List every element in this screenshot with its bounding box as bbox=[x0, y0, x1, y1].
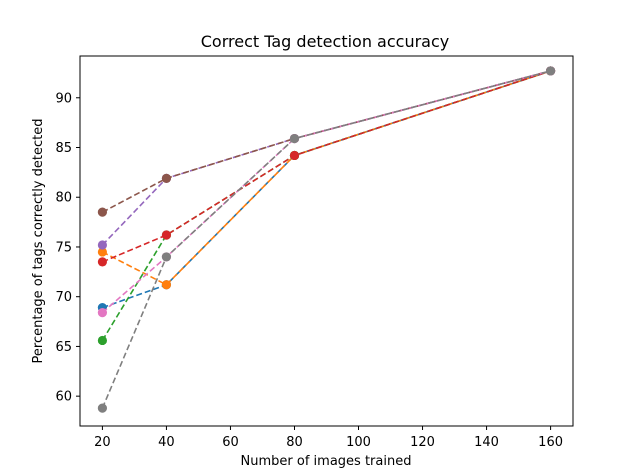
x-axis-ticks: 20 40 60 80 100 120 140 160 bbox=[94, 426, 563, 450]
x-tick-label: 20 bbox=[94, 435, 111, 450]
x-tick-label: 60 bbox=[222, 435, 239, 450]
data-point bbox=[289, 150, 300, 161]
series-layer bbox=[97, 66, 556, 413]
data-point bbox=[545, 66, 556, 76]
data-point bbox=[161, 230, 172, 240]
data-point bbox=[97, 308, 108, 318]
x-axis-label: Number of images trained bbox=[241, 454, 412, 469]
data-point bbox=[97, 257, 108, 267]
chart-title: Correct Tag detection accuracy bbox=[201, 32, 450, 51]
x-tick-label: 80 bbox=[286, 435, 303, 450]
x-tick-label: 140 bbox=[474, 435, 499, 450]
data-point bbox=[161, 252, 172, 262]
data-point bbox=[97, 335, 108, 346]
y-tick-label: 75 bbox=[55, 240, 72, 255]
y-axis-ticks: 60 65 70 75 80 85 90 bbox=[55, 91, 80, 405]
data-point bbox=[161, 280, 172, 290]
x-tick-label: 120 bbox=[410, 435, 435, 450]
x-tick-label: 160 bbox=[538, 435, 563, 450]
y-tick-label: 90 bbox=[55, 91, 72, 106]
y-tick-label: 60 bbox=[55, 390, 72, 405]
y-tick-label: 85 bbox=[55, 141, 72, 156]
y-axis-label: Percentage of tags correctly detected bbox=[31, 119, 46, 364]
x-tick-label: 40 bbox=[158, 435, 175, 450]
y-tick-label: 70 bbox=[55, 290, 72, 305]
data-point bbox=[161, 173, 172, 183]
data-point bbox=[97, 247, 108, 257]
data-point bbox=[97, 240, 108, 250]
y-tick-label: 80 bbox=[55, 191, 72, 206]
x-tick-label: 100 bbox=[346, 435, 371, 450]
series-line bbox=[101, 70, 551, 246]
data-point bbox=[97, 403, 108, 413]
data-point bbox=[97, 207, 108, 217]
series-8 bbox=[97, 66, 556, 413]
data-point bbox=[289, 133, 300, 144]
plot-area-frame bbox=[79, 55, 574, 427]
y-tick-label: 65 bbox=[55, 340, 72, 355]
series-line bbox=[101, 70, 551, 409]
series-line bbox=[102, 70, 551, 263]
